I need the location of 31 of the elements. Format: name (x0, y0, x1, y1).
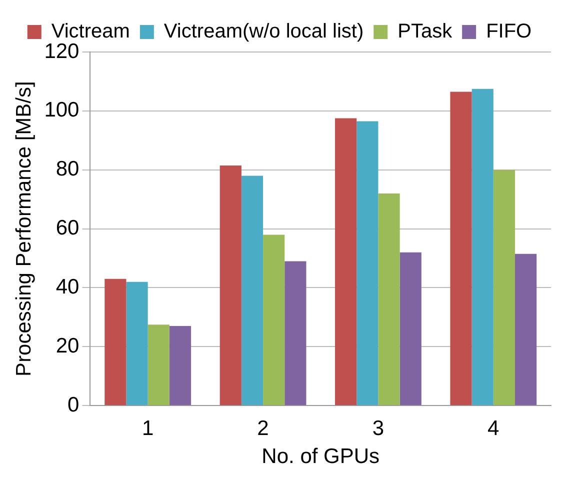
bar (126, 282, 148, 406)
bar (220, 165, 242, 406)
bar (356, 121, 378, 406)
x-tick-label: 4 (488, 416, 500, 440)
y-tick-label: 60 (56, 216, 80, 240)
x-tick-label: 1 (142, 416, 154, 440)
legend-label: Victream(w/o local list) (164, 20, 364, 43)
bar (472, 88, 494, 406)
legend-label: PTask (398, 20, 454, 43)
bar (378, 193, 400, 406)
y-tick-label: 100 (44, 98, 80, 122)
y-tick-label: 0 (68, 393, 80, 416)
bar (241, 176, 264, 406)
bar (104, 278, 126, 406)
y-tick-label: 80 (56, 158, 80, 181)
x-axis-title: No. of GPUs (262, 445, 380, 468)
bar (450, 92, 472, 406)
y-tick-label: 20 (56, 334, 80, 358)
bar (335, 118, 357, 406)
bar (515, 254, 537, 406)
bar (284, 261, 306, 406)
bar (263, 234, 285, 406)
bar (148, 324, 170, 406)
y-tick-label: 40 (56, 276, 80, 299)
bar (400, 252, 422, 406)
legend-label: FIFO (486, 20, 532, 43)
y-axis-title: Processing Performance [MB/s] (12, 81, 36, 376)
bar (169, 326, 192, 406)
bar (493, 170, 516, 406)
x-tick-label: 2 (257, 416, 269, 440)
x-tick-label: 3 (372, 416, 384, 440)
